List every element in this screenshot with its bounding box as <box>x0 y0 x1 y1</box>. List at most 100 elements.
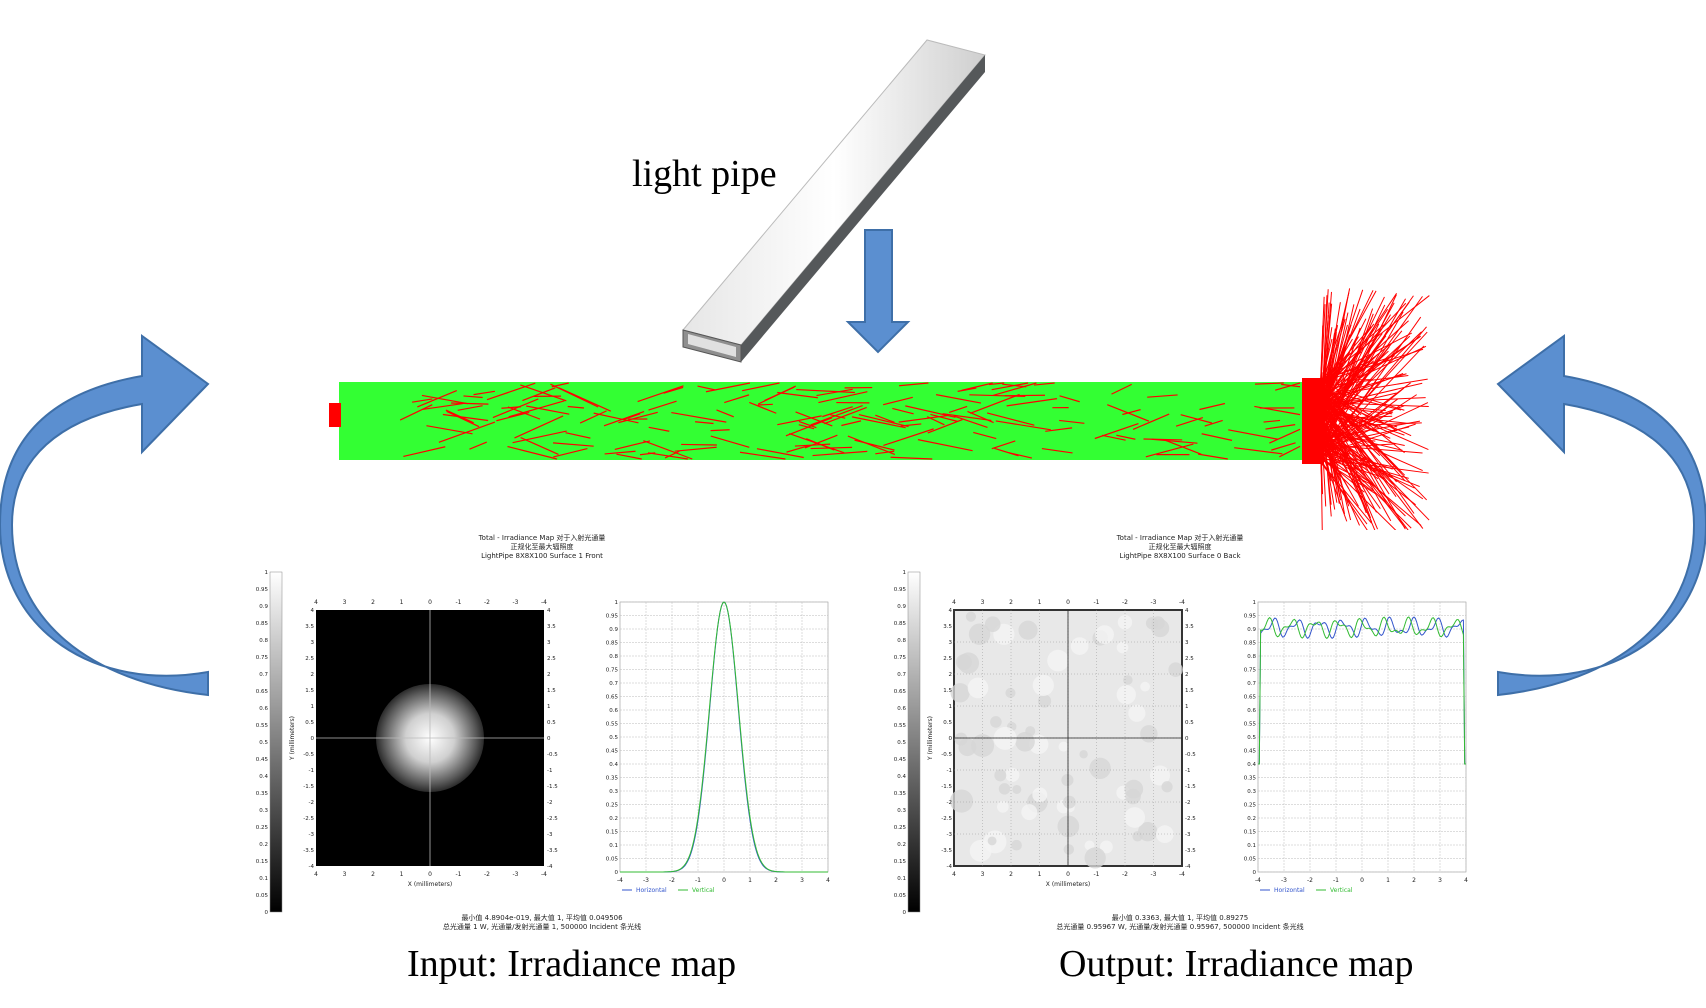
internal-ray <box>674 446 717 452</box>
internal-ray <box>927 419 963 434</box>
internal-ray <box>930 413 958 422</box>
internal-ray <box>1204 419 1223 427</box>
internal-ray <box>1041 447 1073 454</box>
internal-ray <box>604 450 636 455</box>
profile-y-tick-label: 0.2 <box>609 816 618 822</box>
profile-x-tick-label: 1 <box>748 877 752 884</box>
internal-ray <box>995 420 1051 431</box>
irradiance-texture <box>1116 641 1129 654</box>
irradiance-texture <box>1005 687 1016 698</box>
internal-ray <box>522 387 556 402</box>
internal-ray <box>1254 382 1284 385</box>
map-y-tick-left: 3.5 <box>305 624 314 630</box>
irradiance-texture <box>1125 788 1141 805</box>
profile-y-tick-label: 0.7 <box>1247 681 1256 687</box>
vertical-profile-line <box>620 601 828 873</box>
map-x-tick-bottom: -2 <box>1122 871 1128 878</box>
irradiance-texture <box>950 683 970 703</box>
input-title-block: Total - Irradiance Map 对于入射光通量 正规化至最大辐照度… <box>246 534 838 561</box>
map-y-tick-right: 0.5 <box>1185 720 1194 726</box>
map-x-tick-top: -4 <box>1179 599 1185 606</box>
exit-ray <box>1319 393 1424 529</box>
map-y-tick-left: -1.5 <box>941 784 952 790</box>
colorbar-tick-label: 0.9 <box>259 604 268 610</box>
profile-y-tick-label: 0.3 <box>609 789 618 795</box>
map-x-tick-bottom: -3 <box>513 871 519 878</box>
internal-ray <box>953 415 988 429</box>
profile-y-tick-label: 0.25 <box>606 803 619 809</box>
map-y-tick-right: 0 <box>547 736 551 742</box>
exit-ray <box>1319 458 1374 486</box>
map-x-tick-bottom: -4 <box>1179 871 1185 878</box>
colorbar <box>907 571 921 913</box>
map-y-axis-label: Y (millimeters) <box>289 716 296 761</box>
internal-ray <box>969 394 1026 398</box>
map-x-tick-top: 0 <box>428 599 432 606</box>
internal-ray <box>1002 383 1027 388</box>
output-footer-line: 最小值 0.3363, 最大值 1, 平均值 0.89275 <box>1111 914 1249 922</box>
irradiance-texture <box>994 769 1007 782</box>
exit-ray <box>1319 288 1351 440</box>
internal-ray <box>565 432 591 439</box>
internal-ray <box>816 388 853 397</box>
internal-ray <box>643 440 693 460</box>
internal-ray <box>508 400 565 418</box>
map-y-tick-left: 1 <box>311 704 315 710</box>
exit-ray <box>1319 423 1416 456</box>
profile-y-tick-label: 0.95 <box>1244 614 1257 620</box>
internal-ray <box>822 406 853 418</box>
map-y-tick-right: 4 <box>547 608 551 614</box>
irradiance-texture <box>1140 725 1158 743</box>
map-y-tick-right: 3 <box>1185 640 1189 646</box>
profile-y-tick-label: 0.45 <box>606 749 619 755</box>
internal-ray <box>637 385 684 403</box>
irradiance-texture <box>1161 781 1173 793</box>
internal-ray <box>1175 417 1204 427</box>
internal-ray <box>1275 382 1301 391</box>
irradiance-texture <box>1021 804 1038 821</box>
exit-ray <box>1319 410 1394 485</box>
colorbar-tick-label: 0.05 <box>256 893 269 899</box>
internal-ray <box>810 405 863 426</box>
map-y-tick-left: 4 <box>949 608 953 614</box>
map-y-tick-right: 1.5 <box>547 688 556 694</box>
exit-ray <box>1319 294 1397 456</box>
light-pipe-label: light pipe <box>632 153 777 195</box>
internal-ray <box>705 382 751 393</box>
map-x-tick-bottom: 2 <box>371 871 375 878</box>
exit-ray <box>1319 384 1375 462</box>
internal-ray <box>786 445 809 453</box>
internal-ray <box>991 440 1016 450</box>
internal-ray <box>1271 442 1296 451</box>
internal-ray <box>1009 452 1033 459</box>
internal-ray <box>917 439 973 452</box>
internal-ray <box>648 400 677 411</box>
profile-x-tick-label: 3 <box>1438 877 1442 884</box>
internal-ray <box>854 439 895 451</box>
colorbar-tick-label: 0 <box>903 910 907 916</box>
internal-ray <box>841 420 862 427</box>
map-x-tick-bottom: 3 <box>981 871 985 878</box>
map-x-tick-top: 3 <box>343 599 347 606</box>
profile-y-tick-label: 0.1 <box>609 843 618 849</box>
colorbar-tick-label: 0.65 <box>894 689 907 695</box>
exit-ray <box>1319 308 1374 460</box>
internal-ray <box>1147 394 1178 398</box>
internal-ray <box>603 411 645 427</box>
profile-y-tick-label: 0.9 <box>609 627 618 633</box>
map-x-tick-top: 3 <box>981 599 985 606</box>
colorbar-tick-label: 0.95 <box>894 587 907 593</box>
profile-x-tick-label: 2 <box>774 877 778 884</box>
legend-vertical-label: Vertical <box>692 887 715 894</box>
internal-ray <box>847 435 896 455</box>
colorbar-tick-label: 0.65 <box>256 689 269 695</box>
internal-ray <box>1059 395 1080 403</box>
internal-ray <box>851 416 906 429</box>
colorbar-tick-label: 0.3 <box>897 808 906 814</box>
irradiance-texture <box>969 839 992 862</box>
internal-ray <box>486 382 536 401</box>
irradiance-texture <box>1011 839 1022 851</box>
map-y-tick-right: -2 <box>547 800 552 806</box>
map-y-tick-right: 2.5 <box>547 656 556 662</box>
colorbar-tick-label: 0.05 <box>894 893 907 899</box>
